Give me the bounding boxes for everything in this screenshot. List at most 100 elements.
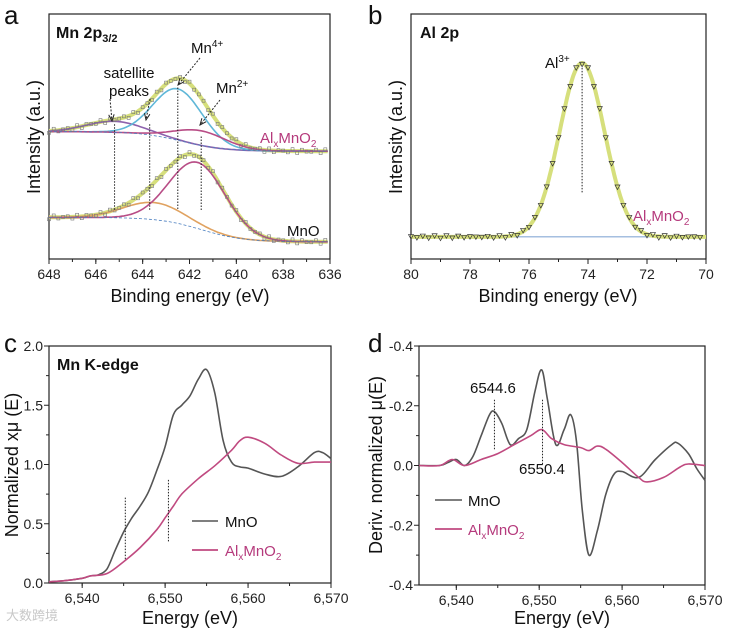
data-point-MnO [89, 213, 93, 218]
x-tick-label-a: 648 [37, 266, 61, 282]
data-point-triangle [478, 234, 485, 241]
data-point-MnO [94, 213, 98, 218]
data-point-AlxMnO2 [140, 105, 145, 109]
data-point-AlxMnO2 [281, 148, 285, 153]
legend-label-alxmno2-d: AlxMnO2 [468, 522, 525, 542]
x-tick-label-a: 638 [271, 266, 295, 282]
data-point-AlxMnO2 [70, 127, 75, 132]
x-tick-label-d: 6,550 [522, 592, 557, 608]
data-point-AlxMnO2 [234, 137, 239, 142]
x-tick-label-b: 78 [462, 266, 478, 282]
data-point-MnO [108, 207, 112, 212]
data-point-MnO [286, 240, 290, 245]
data-point-AlxMnO2 [61, 127, 65, 132]
data-point-triangle [596, 106, 603, 112]
y-tick-label-c: 0.5 [24, 516, 44, 532]
data-point-MnO [154, 176, 159, 180]
y-tick-label-d: -0.4 [389, 338, 413, 354]
arrowhead-icon [108, 114, 115, 123]
data-point-triangle [490, 235, 497, 241]
x-axis-title-b: Binding energy (eV) [478, 286, 637, 306]
data-point-triangle [655, 235, 662, 241]
data-point-triangle [484, 233, 491, 240]
data-point-MnO [75, 212, 79, 217]
data-point-MnO [314, 238, 318, 243]
arrowhead-icon [177, 78, 185, 86]
panel-letter-d: d [368, 328, 382, 358]
component-MnO-satellite [49, 201, 328, 243]
data-point-AlxMnO2 [126, 116, 131, 120]
annotation-arrow [177, 57, 201, 86]
data-point-AlxMnO2 [215, 122, 220, 126]
y-tick-label-d: -0.4 [389, 577, 413, 593]
panel-b-title: Al 2p [420, 25, 459, 42]
y-tick-label-c: 1.5 [24, 397, 44, 413]
annotation-satellite: satellite [104, 65, 155, 82]
data-point-MnO [281, 238, 285, 243]
x-tick-label-c: 6,550 [148, 590, 183, 606]
data-point-MnO [150, 184, 154, 188]
data-point-MnO [173, 159, 178, 164]
data-point-MnO [257, 231, 262, 236]
data-point-triangle [649, 232, 656, 238]
data-point-AlxMnO2 [103, 121, 107, 125]
data-point-AlxMnO2 [94, 122, 98, 126]
annotation-arrow [145, 98, 151, 121]
data-point-AlxMnO2 [276, 148, 281, 152]
data-point-MnO [225, 195, 229, 199]
annotation-mn2: Mn2+ [216, 79, 248, 97]
data-point-AlxMnO2 [173, 77, 178, 81]
data-point-MnO [70, 216, 75, 221]
data-point-triangle [584, 65, 592, 71]
panel-a-title: Mn 2p3/2 [56, 25, 118, 45]
data-point-AlxMnO2 [262, 149, 267, 154]
annotation-arrow [109, 98, 113, 122]
data-point-triangle [543, 184, 550, 191]
data-point-MnO [309, 240, 314, 245]
data-point-MnO [220, 185, 225, 190]
data-point-MnO [229, 203, 234, 208]
data-point-AlxMnO2 [164, 80, 168, 85]
data-point-MnO [239, 218, 243, 222]
annotation-al3: Al3+ [545, 54, 570, 72]
data-point-triangle [461, 235, 468, 241]
data-point-AlxMnO2 [211, 111, 215, 116]
data-point-AlxMnO2 [323, 147, 328, 152]
data-point-MnO [267, 234, 271, 239]
data-point-AlxMnO2 [271, 150, 276, 154]
data-point-triangle [573, 65, 580, 71]
label-alxmno2-a: AlxMnO2 [260, 130, 317, 150]
data-point-MnO [318, 241, 323, 246]
annotation-arrow [199, 99, 221, 126]
data-point-MnO [248, 227, 253, 231]
data-point-AlxMnO2 [243, 142, 248, 146]
annotation-peaks: peaks [109, 83, 149, 100]
legend-label-mno-c: MnO [225, 514, 258, 531]
data-point-MnO [140, 190, 145, 195]
series-MnO [418, 369, 706, 557]
data-point-triangle [638, 228, 645, 234]
data-point-MnO [136, 196, 140, 201]
data-point-AlxMnO2 [89, 122, 93, 126]
x-tick-label-b: 72 [639, 266, 655, 282]
data-point-AlxMnO2 [47, 131, 51, 135]
data-point-MnO [51, 213, 56, 218]
component-MnO-Mn2+ [49, 161, 328, 243]
data-point-AlxMnO2 [286, 150, 290, 155]
x-tick-label-c: 6,560 [231, 590, 266, 606]
data-point-MnO [183, 155, 187, 159]
data-point-MnO [187, 150, 192, 155]
x-tick-label-b: 80 [403, 266, 419, 282]
title-sub: 3/2 [102, 33, 117, 45]
data-point-MnO [47, 217, 51, 222]
background-AlxMnO2 [49, 131, 328, 152]
legend-label-mno-d: MnO [468, 493, 501, 510]
data-point-triangle [431, 233, 438, 239]
data-point-MnO [122, 202, 126, 207]
y-axis-title-d: Deriv. normalized μ(E) [366, 376, 386, 554]
data-point-triangle [549, 161, 556, 167]
panel-letter-a: a [4, 0, 19, 30]
y-axis-title-c: Normalized xμ (E) [2, 393, 22, 537]
series-AlxMnO2 [418, 428, 706, 483]
